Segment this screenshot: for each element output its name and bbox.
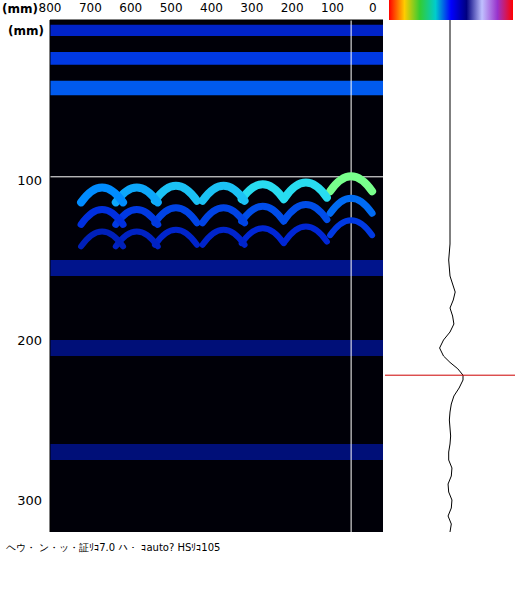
svg-text:300: 300 — [17, 493, 42, 508]
svg-text:300: 300 — [240, 1, 263, 15]
svg-text:200: 200 — [17, 333, 42, 348]
html-text:(mm): (mm) — [2, 2, 38, 16]
svg-text:0: 0 — [369, 1, 377, 15]
svg-text:800: 800 — [39, 1, 62, 15]
svg-text:200: 200 — [281, 1, 304, 15]
svg-text:400: 400 — [200, 1, 223, 15]
html-text:(mm): (mm) — [8, 24, 44, 38]
svg-text:100: 100 — [321, 1, 344, 15]
html-text:ヘウ・ ン・ッ・証ﾘｺ7.0 ハ・ ｺauto? HSﾘｺ1: ヘウ・ ン・ッ・証ﾘｺ7.0 ハ・ ｺauto? HSﾘｺ105 — [6, 542, 221, 553]
svg-text:100: 100 — [17, 173, 42, 188]
svg-text:600: 600 — [119, 1, 142, 15]
svg-text:500: 500 — [160, 1, 183, 15]
svg-text:700: 700 — [79, 1, 102, 15]
